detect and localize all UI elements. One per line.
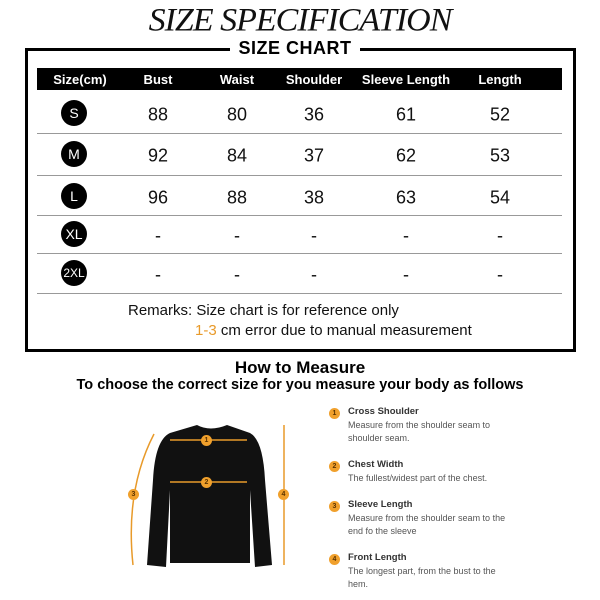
- size-badge: L: [61, 183, 87, 209]
- table-header: [37, 68, 562, 90]
- table-cell: -: [155, 264, 161, 285]
- table-cell: 54: [489, 187, 511, 208]
- table-cell: -: [234, 264, 240, 285]
- legend-title: Cross Shoulder: [348, 406, 419, 417]
- column-header: Sleeve Length: [361, 72, 451, 87]
- legend-desc: Measure from the shoulder seam to the en…: [348, 513, 506, 536]
- remarks-line1: Remarks: Size chart is for reference onl…: [128, 302, 399, 319]
- table-cell: 88: [226, 187, 248, 208]
- table-cell: -: [155, 225, 161, 246]
- marker-4: 4: [278, 489, 289, 500]
- row-divider: [37, 175, 562, 176]
- sweater-shape: [147, 425, 272, 567]
- error-text: cm error due to manual measurement: [216, 322, 472, 339]
- how-to-measure-title: How to Measure: [234, 358, 366, 377]
- table-cell: 92: [147, 145, 169, 166]
- legend-marker: 1: [329, 408, 340, 419]
- column-header: Length: [478, 72, 522, 87]
- column-header: Bust: [143, 72, 173, 87]
- table-cell: -: [311, 264, 317, 285]
- legend-title: Front Length: [348, 552, 407, 563]
- table-cell: -: [497, 225, 503, 246]
- legend-title: Sleeve Length: [348, 499, 413, 510]
- marker-3: 3: [128, 489, 139, 500]
- legend-desc: The fullest/widest part of the chest.: [348, 473, 488, 483]
- how-to-measure-subtitle: To choose the correct size for you measu…: [76, 377, 524, 393]
- table-cell: 52: [489, 104, 511, 125]
- remarks-line2: 1-3 cm error due to manual measurement: [195, 322, 472, 339]
- column-header: Size(cm): [53, 72, 107, 87]
- legend-title: Chest Width: [348, 459, 404, 470]
- table-cell: 36: [303, 104, 325, 125]
- row-divider: [37, 293, 562, 294]
- legend-marker: 3: [329, 501, 340, 512]
- table-cell: -: [403, 264, 409, 285]
- marker-1: 1: [201, 435, 212, 446]
- table-cell: 62: [395, 145, 417, 166]
- table-cell: 37: [303, 145, 325, 166]
- size-chart-label: SIZE CHART: [230, 38, 360, 59]
- table-cell: 88: [147, 104, 169, 125]
- table-cell: 63: [395, 187, 417, 208]
- legend-marker: 4: [329, 554, 340, 565]
- column-header: Waist: [219, 72, 255, 87]
- table-cell: 80: [226, 104, 248, 125]
- legend-desc: Measure from the shoulder seam to should…: [348, 420, 491, 443]
- sweater-illustration: [130, 425, 285, 567]
- table-cell: 53: [489, 145, 511, 166]
- legend-marker: 2: [329, 461, 340, 472]
- table-cell: 38: [303, 187, 325, 208]
- row-divider: [37, 215, 562, 216]
- table-cell: -: [234, 225, 240, 246]
- legend-desc: The longest part, from the bust to the h…: [348, 566, 496, 589]
- marker-2: 2: [201, 477, 212, 488]
- row-divider: [37, 133, 562, 134]
- table-cell: 84: [226, 145, 248, 166]
- size-badge: 2XL: [61, 260, 87, 286]
- size-badge: S: [61, 100, 87, 126]
- error-range: 1-3: [195, 322, 217, 339]
- size-badge: M: [61, 141, 87, 167]
- table-cell: -: [311, 225, 317, 246]
- table-cell: 96: [147, 187, 169, 208]
- page-title: SIZE SPECIFICATION: [148, 2, 453, 39]
- size-badge: XL: [61, 221, 87, 247]
- table-cell: -: [403, 225, 409, 246]
- table-cell: -: [497, 264, 503, 285]
- row-divider: [37, 253, 562, 254]
- column-header: Shoulder: [285, 72, 343, 87]
- table-cell: 61: [395, 104, 417, 125]
